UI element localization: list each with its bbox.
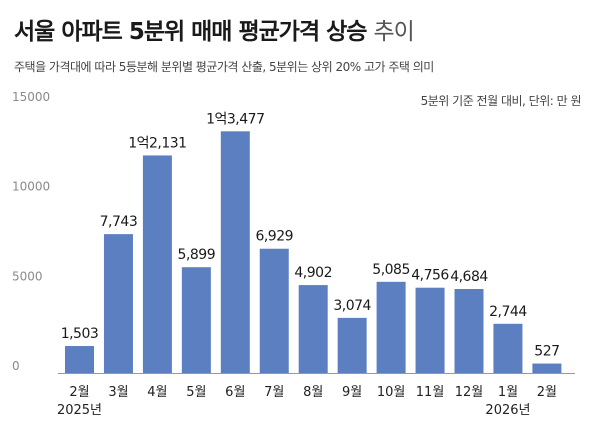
x-tick-label: 4월 bbox=[147, 385, 167, 400]
x-tick-label: 11월 bbox=[416, 385, 445, 400]
y-tick-label: 5000 bbox=[12, 269, 43, 283]
data-label: 3,074 bbox=[333, 298, 371, 314]
bar bbox=[259, 248, 289, 373]
data-label: 1억3,477 bbox=[206, 111, 264, 127]
x-tick-label: 5월 bbox=[186, 385, 206, 400]
year-label: 2025년 bbox=[57, 403, 102, 418]
bar bbox=[454, 289, 484, 373]
y-tick-label: 0 bbox=[12, 359, 20, 373]
data-label: 4,684 bbox=[450, 269, 488, 285]
data-label: 6,929 bbox=[255, 229, 293, 245]
x-tick-label: 8월 bbox=[303, 385, 323, 400]
x-tick-label: 10월 bbox=[377, 385, 406, 400]
chart-title: 서울 아파트 5분위 매매 평균가격 상승 추이 bbox=[14, 12, 415, 46]
bar bbox=[181, 267, 211, 373]
title-main: 서울 아파트 5분위 매매 평균가격 상승 bbox=[14, 19, 367, 45]
data-label: 4,902 bbox=[294, 265, 332, 281]
unit-note: 5분위 기준 전월 대비, 단위: 만 원 bbox=[420, 94, 582, 108]
data-label: 1,503 bbox=[61, 326, 99, 342]
y-tick-label: 15000 bbox=[12, 90, 50, 104]
data-label: 2,744 bbox=[489, 304, 527, 320]
x-tick-label: 12월 bbox=[455, 385, 484, 400]
bar bbox=[142, 155, 172, 373]
bar bbox=[376, 281, 406, 373]
data-label: 7,743 bbox=[100, 214, 138, 230]
data-label: 5,085 bbox=[372, 262, 410, 278]
x-tick-label: 7월 bbox=[264, 385, 284, 400]
x-tick-label: 3월 bbox=[108, 385, 128, 400]
bar bbox=[298, 285, 328, 373]
bar bbox=[220, 131, 250, 373]
x-tick-label: 2월 bbox=[69, 385, 89, 400]
bar bbox=[65, 346, 94, 373]
x-tick-label: 6월 bbox=[225, 385, 245, 400]
bar bbox=[415, 287, 445, 373]
x-tick-label: 9월 bbox=[342, 385, 362, 400]
y-tick-label: 10000 bbox=[12, 180, 50, 194]
x-tick-label: 1월 bbox=[498, 385, 518, 400]
data-label: 5,899 bbox=[178, 247, 216, 263]
bar bbox=[337, 317, 367, 373]
bar bbox=[103, 234, 133, 373]
data-label: 4,756 bbox=[411, 268, 449, 284]
data-label: 1억2,131 bbox=[128, 135, 186, 151]
chart-subtitle: 주택을 가격대에 따라 5등분해 분위별 평균가격 산출, 5분위는 상위 20… bbox=[14, 60, 434, 74]
x-tick-label: 2월 bbox=[537, 385, 557, 400]
bar bbox=[493, 323, 523, 373]
bar bbox=[532, 363, 562, 373]
year-label: 2026년 bbox=[485, 403, 530, 418]
title-light: 추이 bbox=[373, 19, 414, 45]
data-label: 527 bbox=[534, 344, 559, 360]
